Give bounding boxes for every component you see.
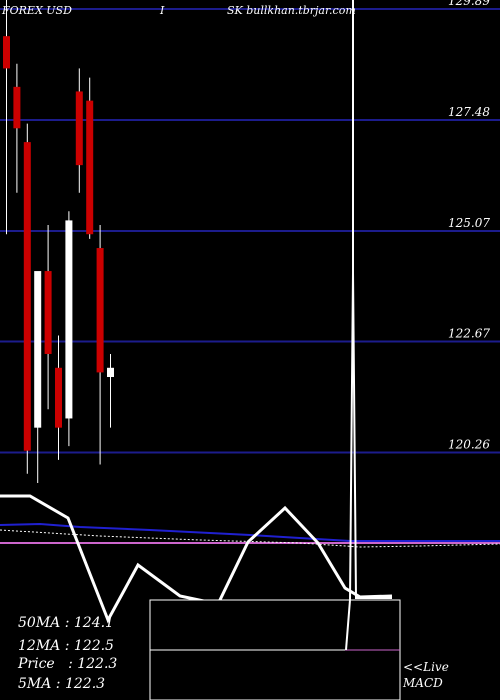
price-tick-labels: 129.89 127.48 125.07 122.67 120.26 <box>448 0 490 452</box>
tick-label: 127.48 <box>448 105 490 119</box>
macd-spike <box>345 272 392 651</box>
candle-bear <box>3 36 10 69</box>
stat-ma50: 50MA : 124.1 <box>18 615 114 631</box>
stat-ma5: 5MA : 122.3 <box>18 676 106 692</box>
tick-label: 122.67 <box>448 327 490 341</box>
candle-bear <box>23 142 31 451</box>
candle-bear <box>55 367 62 428</box>
tick-label: 129.89 <box>448 0 490 8</box>
tick-label: 120.26 <box>448 438 490 452</box>
macd-live-label: <<Live <box>403 660 449 674</box>
dotted-line <box>0 529 500 548</box>
price-gridlines <box>0 8 500 454</box>
candle-bull <box>34 271 42 428</box>
header-symbol: FOREX USD <box>2 4 72 17</box>
candle-bear <box>13 86 21 129</box>
candle-bear <box>86 100 94 235</box>
tick-label: 125.07 <box>448 216 490 230</box>
macd-label: MACD <box>403 676 443 690</box>
candle-bear <box>75 91 83 166</box>
stat-price: Price : 122.3 <box>18 656 118 672</box>
header-mid: I <box>160 4 165 17</box>
candlesticks <box>3 0 114 483</box>
header-source: SK bullkhan.tbrjar.com <box>227 4 356 17</box>
candle-bear <box>44 271 52 354</box>
candle-bull <box>65 220 73 419</box>
candle-bear <box>96 248 104 373</box>
candle-bull <box>107 367 114 378</box>
stat-ma12: 12MA : 122.5 <box>18 638 114 654</box>
